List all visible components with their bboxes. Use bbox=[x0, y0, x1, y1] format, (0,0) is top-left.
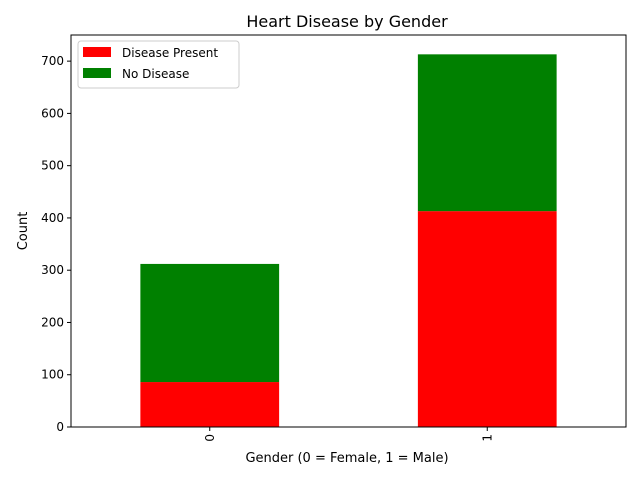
legend: Disease Present No Disease bbox=[77, 40, 240, 89]
y-tick-label: 0 bbox=[56, 420, 64, 434]
y-tick-label: 600 bbox=[41, 106, 64, 120]
bar-no-disease-0 bbox=[140, 263, 280, 383]
y-tick-label: 400 bbox=[41, 211, 64, 225]
bars-group bbox=[140, 54, 557, 427]
bar-disease-present-1 bbox=[417, 211, 557, 427]
legend-label: No Disease bbox=[122, 67, 189, 81]
chart-title: Heart Disease by Gender bbox=[246, 12, 448, 31]
x-axis-label: Gender (0 = Female, 1 = Male) bbox=[245, 451, 448, 466]
bar-no-disease-1 bbox=[417, 54, 557, 212]
y-tick-label: 700 bbox=[41, 54, 64, 68]
legend-swatch bbox=[83, 47, 111, 57]
y-axis: 0 100 200 300 400 500 600 700 bbox=[41, 54, 71, 434]
x-tick-label-1: 1 bbox=[480, 434, 494, 442]
legend-label: Disease Present bbox=[122, 46, 218, 60]
y-tick-label: 300 bbox=[41, 263, 64, 277]
y-tick-label: 100 bbox=[41, 368, 64, 382]
y-tick-label: 500 bbox=[41, 159, 64, 173]
legend-swatch bbox=[83, 68, 111, 78]
y-tick-label: 200 bbox=[41, 315, 64, 329]
plot-frame bbox=[70, 34, 627, 428]
bar-disease-present-0 bbox=[140, 382, 280, 427]
y-axis-label: Count bbox=[16, 212, 31, 251]
x-tick-label-0: 0 bbox=[203, 434, 217, 442]
legend-box bbox=[77, 40, 240, 89]
